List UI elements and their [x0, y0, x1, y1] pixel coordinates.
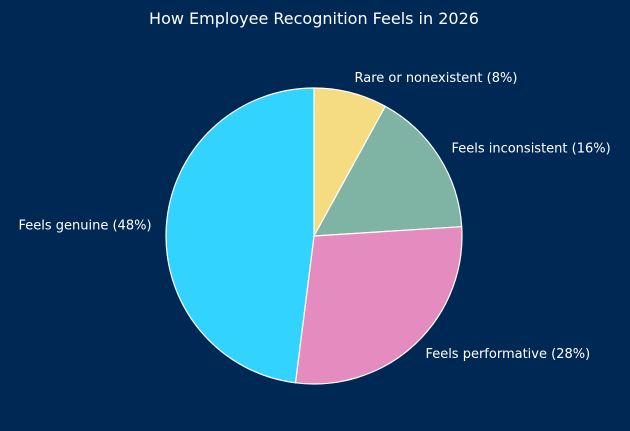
slice-labels: Rare or nonexistent (8%) Feels inconsiste… — [18, 71, 610, 362]
slice-label: Feels genuine (48%) — [18, 218, 151, 233]
chart-title: How Employee Recognition Feels in 2026 — [149, 9, 479, 28]
pie-slice — [313, 105, 463, 237]
pie-slices — [165, 87, 463, 385]
pie-slice — [165, 87, 315, 384]
slice-label: Rare or nonexistent (8%) — [354, 71, 517, 86]
pie-slice — [294, 226, 463, 385]
slice-label: Feels inconsistent (16%) — [451, 141, 610, 156]
slice-label: Feels performative (28%) — [425, 347, 590, 362]
